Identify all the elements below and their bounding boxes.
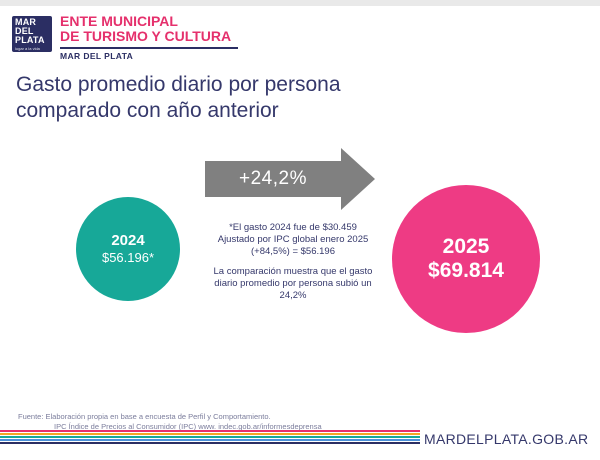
footer-stripe <box>0 439 420 441</box>
note-line-5: diario promedio por persona subió un <box>214 278 372 289</box>
amount-2024: $56.196* <box>101 250 155 265</box>
note-line-3: (+84,5%) = $56.196 <box>251 246 335 257</box>
amount-2025: $69.814 <box>428 259 504 282</box>
logo-tagline: lugar a la vida <box>15 46 40 51</box>
website-link[interactable]: MARDELPLATA.GOB.AR <box>424 431 589 447</box>
org-name-line-2: DE TURISMO Y CULTURA <box>60 28 232 44</box>
year-2024-label: 2024 <box>111 232 145 249</box>
footer-stripe <box>0 442 420 444</box>
source-line-2: IPC Índice de Precios al Consumidor (IPC… <box>54 422 322 431</box>
source-line-1: Fuente: Elaboración propia en base a enc… <box>18 412 271 421</box>
title-line-1: Gasto promedio diario por persona <box>16 73 341 96</box>
year-2025-label: 2025 <box>442 235 490 258</box>
title-line-2: comparado con año anterior <box>16 99 279 122</box>
logo-line-2: DEL <box>15 26 34 36</box>
note-line-4: La comparación muestra que el gasto <box>213 266 373 277</box>
note-line-6: 24,2% <box>279 290 307 301</box>
increase-percentage: +24,2% <box>239 168 307 189</box>
top-bar <box>0 0 600 6</box>
org-divider <box>60 47 238 49</box>
increase-arrow-icon <box>205 148 375 210</box>
logo-line-3: PLATA <box>15 35 45 45</box>
mar-del-plata-logo: MAR DEL PLATA lugar a la vida <box>12 16 52 52</box>
footer-stripe <box>0 433 420 435</box>
footer-stripe <box>0 436 420 438</box>
footer-stripe <box>0 430 420 432</box>
page-title: Gasto promedio diario por persona compar… <box>16 72 416 124</box>
source-note: Fuente: Elaboración propia en base a enc… <box>18 412 322 432</box>
note-gap <box>193 258 393 266</box>
footer-color-stripes <box>0 430 420 447</box>
circle-2024: 2024 $56.196* <box>76 197 180 301</box>
circle-2025: 2025 $69.814 <box>392 185 540 333</box>
org-subtitle: MAR DEL PLATA <box>60 51 134 61</box>
note-line-1: *El gasto 2024 fue de $30.459 <box>229 222 357 233</box>
comparison-notes: *El gasto 2024 fue de $30.459 Ajustado p… <box>193 222 393 302</box>
note-line-2: Ajustado por IPC global enero 2025 <box>217 234 369 245</box>
logo-line-1: MAR <box>15 17 37 27</box>
organization-header: ENTE MUNICIPAL DE TURISMO Y CULTURA MAR … <box>60 14 238 61</box>
org-name-line-1: ENTE MUNICIPAL <box>60 13 178 29</box>
